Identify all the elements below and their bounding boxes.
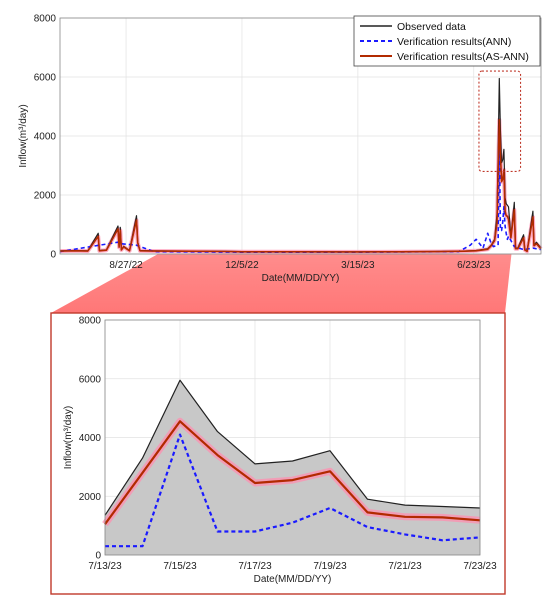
overview-y-ticks: 0 2000 4000 6000 8000 <box>34 14 57 261</box>
y-tick-label: 6000 <box>79 374 102 385</box>
detail-y-ticks: 0 2000 4000 6000 8000 <box>79 316 102 562</box>
detail-x-axis-title: Date(MM/DD/YY) <box>254 574 332 585</box>
y-tick-label: 2000 <box>79 492 102 503</box>
observed-line <box>104 379 481 516</box>
x-tick-label: 7/19/23 <box>313 561 347 572</box>
x-tick-label: 7/13/23 <box>88 561 122 572</box>
x-tick-label: 8/27/22 <box>109 260 143 271</box>
overview-chart: 0 2000 4000 6000 8000 8/27/22 12/5/22 3/15/23 6… <box>18 14 543 284</box>
overview-x-ticks: 8/27/22 12/5/22 3/15/23 6/23/23 <box>109 260 491 271</box>
y-tick-label: 2000 <box>34 191 57 202</box>
legend-label-observed: Observed data <box>397 21 466 33</box>
overview-plot-frame <box>59 17 542 255</box>
detail-plot-frame <box>104 319 481 556</box>
detail-series <box>102 379 481 555</box>
y-tick-label: 4000 <box>34 132 57 143</box>
y-tick-label: 6000 <box>34 73 57 84</box>
y-tick-label: 0 <box>50 250 56 261</box>
legend: Observed data Verification results(ANN) … <box>353 15 541 67</box>
as-ann-line <box>104 420 481 525</box>
legend-label-as-ann: Verification results(AS-ANN) <box>397 51 529 63</box>
y-tick-label: 4000 <box>79 433 102 444</box>
x-tick-label: 6/23/23 <box>457 260 491 271</box>
as-ann-line <box>59 119 542 253</box>
ann-line <box>105 433 481 548</box>
x-tick-label: 7/15/23 <box>163 561 197 572</box>
x-tick-label: 7/17/23 <box>238 561 272 572</box>
legend-label-ann: Verification results(ANN) <box>397 36 511 48</box>
x-tick-label: 3/15/23 <box>341 260 375 271</box>
y-tick-label: 8000 <box>34 14 57 25</box>
x-tick-label: 7/23/23 <box>463 561 497 572</box>
x-tick-label: 12/5/22 <box>225 260 259 271</box>
y-tick-label: 8000 <box>79 316 102 327</box>
overview-series <box>59 77 543 254</box>
x-tick-label: 7/21/23 <box>388 561 422 572</box>
zoom-highlight-box <box>478 70 522 172</box>
y-tick-label: 0 <box>95 551 101 562</box>
detail-x-ticks: 7/13/23 7/15/23 7/17/23 7/19/23 7/21/23 7/23/… <box>88 561 497 572</box>
overview-y-axis-title: Inflow(m³/day) <box>18 104 29 167</box>
detail-y-axis-title: Inflow(m³/day) <box>63 406 74 469</box>
overview-x-axis-title: Date(MM/DD/YY) <box>262 273 340 284</box>
